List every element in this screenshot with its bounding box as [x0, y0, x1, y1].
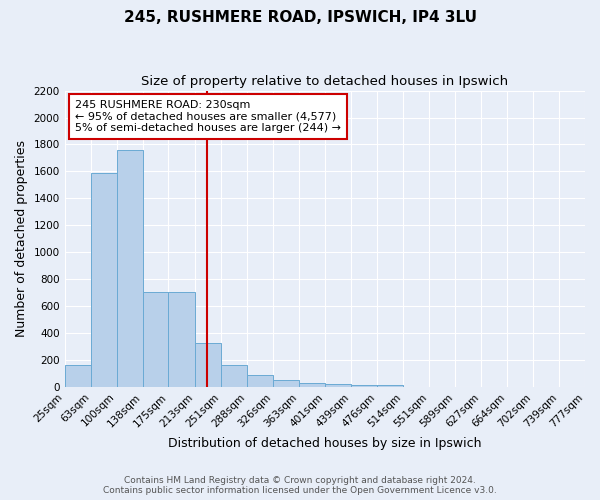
- Y-axis label: Number of detached properties: Number of detached properties: [15, 140, 28, 338]
- Bar: [221, 366, 247, 387]
- Bar: [91, 172, 116, 387]
- Title: Size of property relative to detached houses in Ipswich: Size of property relative to detached ho…: [141, 75, 508, 88]
- Bar: [351, 384, 377, 387]
- Text: 245, RUSHMERE ROAD, IPSWICH, IP4 3LU: 245, RUSHMERE ROAD, IPSWICH, IP4 3LU: [124, 10, 476, 25]
- Bar: [116, 150, 143, 387]
- Bar: [273, 380, 299, 387]
- Bar: [169, 292, 195, 387]
- Text: 245 RUSHMERE ROAD: 230sqm
← 95% of detached houses are smaller (4,577)
5% of sem: 245 RUSHMERE ROAD: 230sqm ← 95% of detac…: [75, 100, 341, 133]
- Bar: [65, 366, 91, 387]
- X-axis label: Distribution of detached houses by size in Ipswich: Distribution of detached houses by size …: [168, 437, 482, 450]
- Bar: [377, 385, 403, 387]
- Text: Contains HM Land Registry data © Crown copyright and database right 2024.
Contai: Contains HM Land Registry data © Crown c…: [103, 476, 497, 495]
- Bar: [299, 383, 325, 387]
- Bar: [247, 376, 273, 387]
- Bar: [325, 384, 351, 387]
- Bar: [143, 292, 169, 387]
- Bar: [195, 343, 221, 387]
